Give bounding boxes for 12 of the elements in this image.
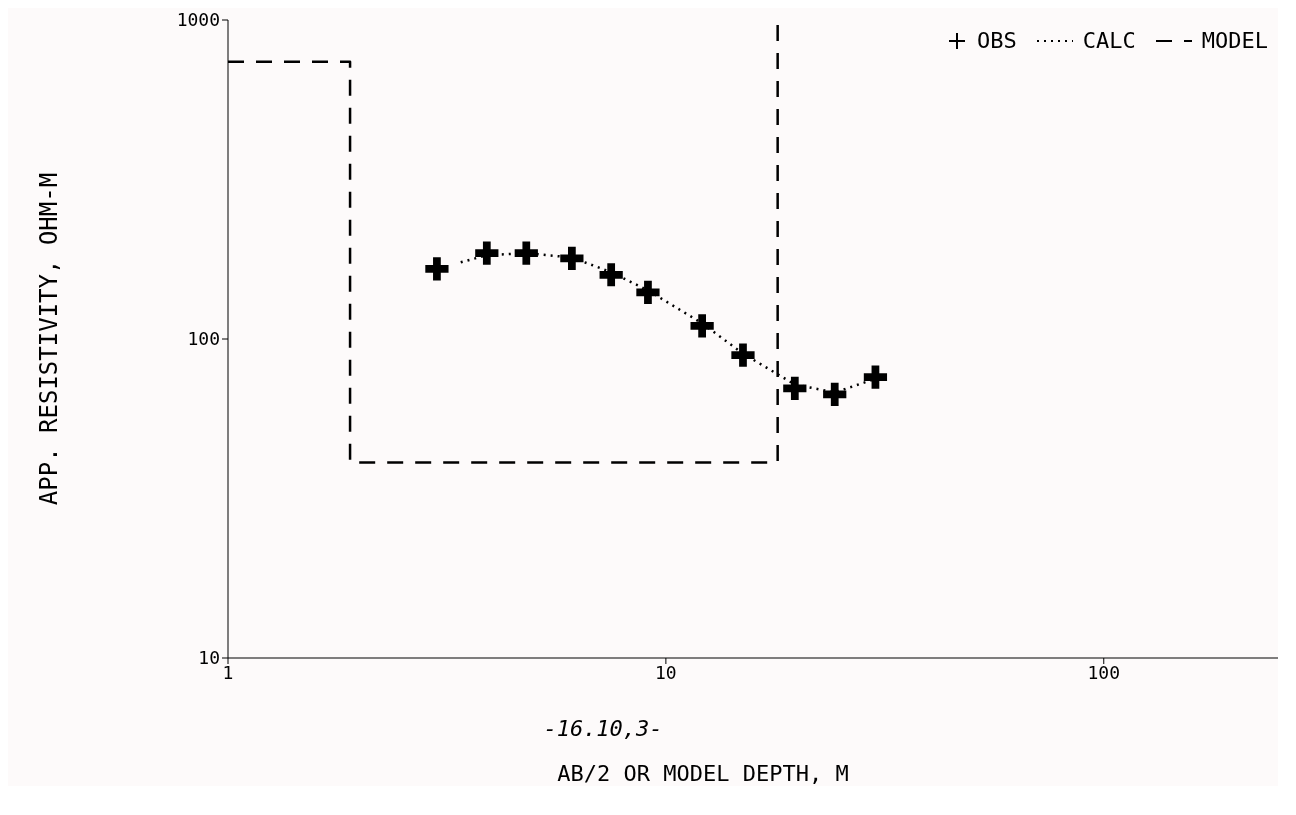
y-axis-title: APP. RESISTIVITY, OHM-M: [34, 172, 63, 506]
y-tick-label: 100: [187, 328, 220, 350]
x-tick-label: 10: [655, 661, 677, 683]
legend-label: CALC: [1082, 28, 1136, 53]
y-tick-label: 1000: [176, 9, 220, 31]
legend-label: OBS: [977, 28, 1017, 53]
legend-label: MODEL: [1201, 28, 1268, 53]
text: -16.10,3-: [542, 716, 664, 741]
x-axis-title: AB/2 OR MODEL DEPTH, M: [556, 761, 850, 786]
y-tick-label: 10: [198, 647, 220, 669]
x-tick-label: 1: [222, 661, 234, 683]
x-tick-label: 100: [1087, 661, 1121, 683]
